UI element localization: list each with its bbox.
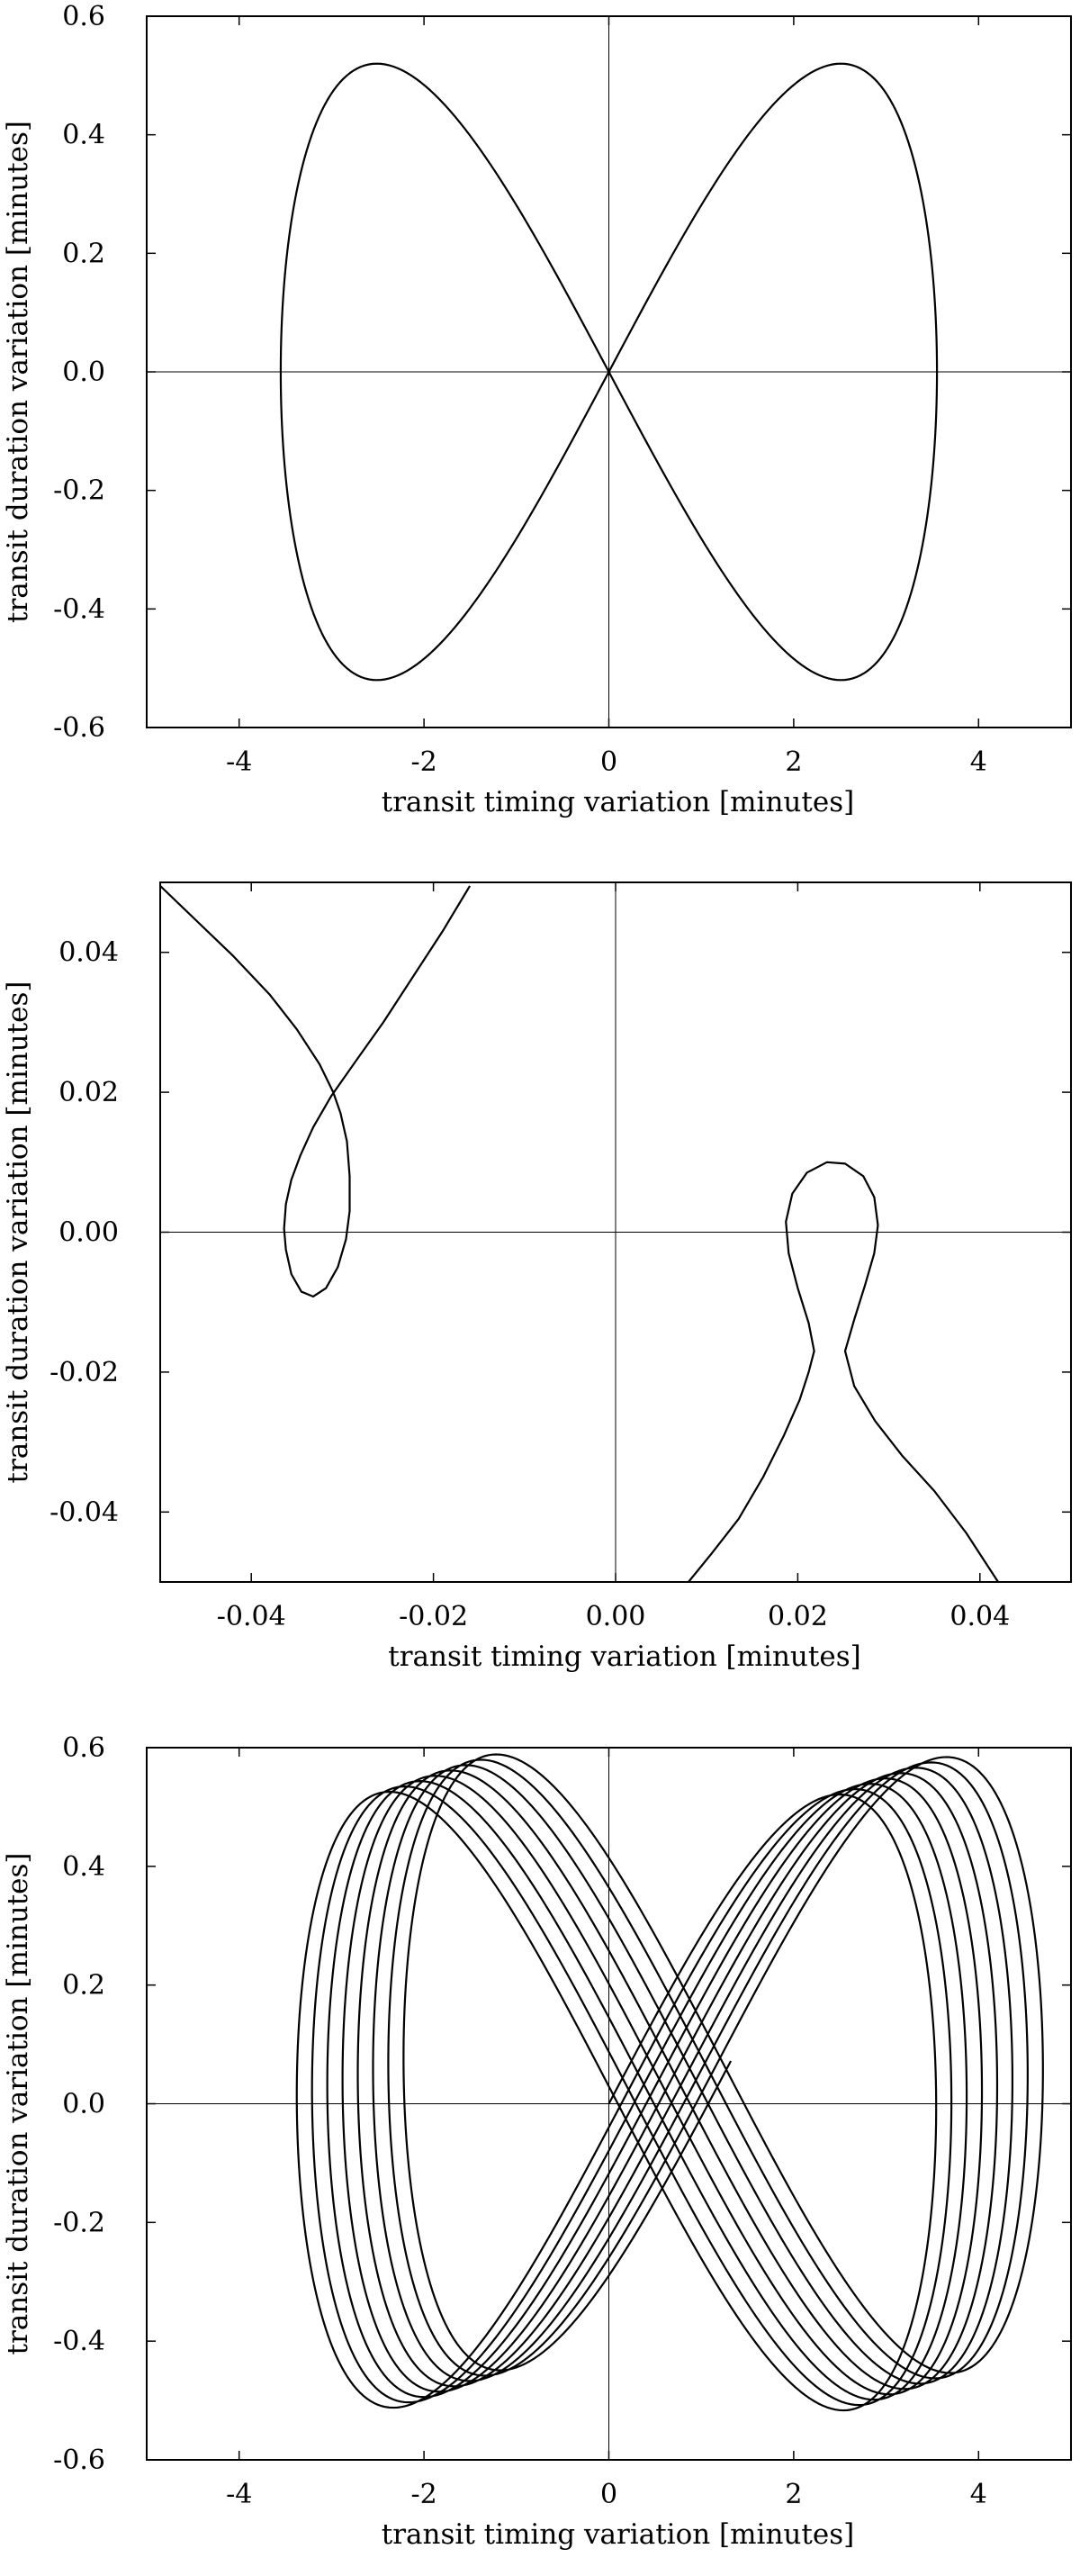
y-tick-label: 0.2	[62, 238, 105, 269]
y-tick-label: -0.6	[53, 2445, 105, 2476]
x-axis-title: transit timing variation [minutes]	[388, 1641, 860, 1673]
series-curve-0	[160, 885, 472, 1298]
y-tick-label: 0.0	[62, 357, 105, 388]
x-tick-label: 0.02	[768, 1601, 828, 1632]
y-tick-label: 0.2	[62, 1970, 105, 2002]
y-tick-label: -0.6	[53, 712, 105, 744]
series-curve-0	[279, 62, 939, 682]
y-tick-label: 0.0	[62, 2089, 105, 2120]
chart-panel-middle: -0.04 -0.02 0.00 0.02 0.04 -0.04 -0.02 0.00 0.02…	[2, 881, 1072, 1673]
x-tick-label: 0.00	[586, 1601, 646, 1632]
y-tick-label: 0.6	[62, 1732, 105, 1764]
y-axis-title: transit duration variation [minutes]	[2, 1852, 34, 2355]
y-tick-label: 0.4	[62, 120, 105, 151]
y-tick-label: 0.6	[62, 1, 105, 32]
y-tick-label: -0.2	[53, 2207, 105, 2238]
y-tick-label: -0.4	[53, 593, 105, 625]
x-tick-label: 4	[970, 2479, 987, 2510]
chart-panel-bottom: -4 -2 0 2 4 -0.6 -0.4 -0.2 0.0 0.2 0.4 0.6 transit t…	[2, 1732, 1072, 2551]
y-axis-title: transit duration variation [minutes]	[2, 981, 34, 1483]
x-tick-label: -2	[410, 2479, 436, 2510]
x-tick-label: 0.04	[950, 1601, 1010, 1632]
x-tick-label: -0.04	[217, 1601, 286, 1632]
y-tick-label: 0.04	[58, 937, 119, 969]
x-tick-label: 2	[785, 746, 802, 778]
y-tick-label: -0.4	[53, 2326, 105, 2357]
x-tick-label: 0	[600, 2479, 617, 2510]
chart-panel-top: -4 -2 0 2 4 -0.6 -0.4 -0.2 0.0 0.2 0.4 0.6 transit t…	[2, 1, 1072, 818]
x-tick-label: -2	[410, 746, 436, 778]
y-tick-label: 0.4	[62, 1851, 105, 1883]
series-curve-0	[295, 1753, 1044, 2412]
y-tick-label: 0.00	[58, 1217, 119, 1249]
x-tick-label: 2	[785, 2479, 802, 2510]
x-tick-label: -4	[226, 2479, 252, 2510]
x-axis-title: transit timing variation [minutes]	[382, 786, 854, 818]
y-tick-label: -0.02	[50, 1357, 119, 1388]
series-curve-1	[688, 1161, 999, 1582]
y-tick-label: -0.2	[53, 475, 105, 507]
y-axis-title: transit duration variation [minutes]	[2, 121, 34, 623]
x-tick-label: -0.02	[399, 1601, 468, 1632]
x-tick-label: -4	[226, 746, 252, 778]
x-tick-label: 4	[970, 746, 987, 778]
y-tick-label: -0.04	[50, 1496, 119, 1528]
x-axis-title: transit timing variation [minutes]	[382, 2518, 854, 2551]
x-tick-label: 0	[600, 746, 617, 778]
y-tick-label: 0.02	[58, 1077, 119, 1108]
